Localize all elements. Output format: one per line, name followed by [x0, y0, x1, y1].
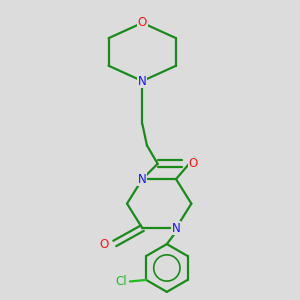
Text: O: O: [138, 16, 147, 29]
Text: N: N: [172, 222, 180, 235]
Text: N: N: [138, 172, 147, 186]
Text: O: O: [188, 157, 197, 170]
Text: Cl: Cl: [116, 275, 127, 288]
Text: O: O: [99, 238, 109, 251]
Text: N: N: [138, 75, 147, 88]
